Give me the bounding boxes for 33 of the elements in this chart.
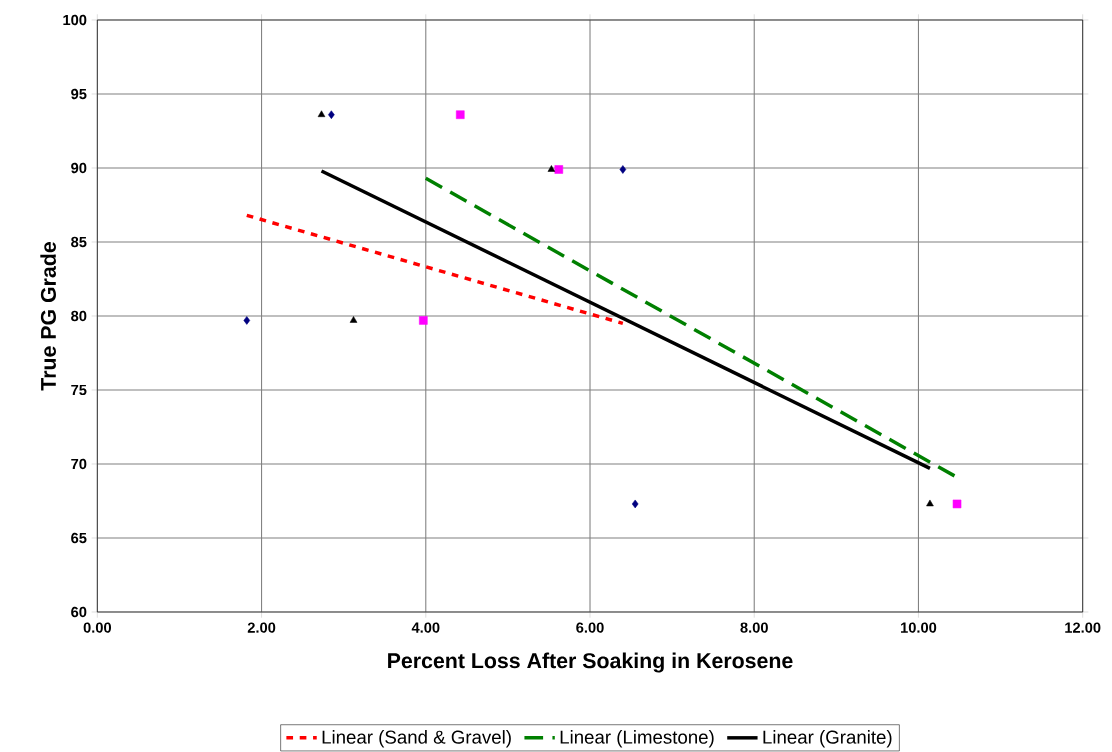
y-tick-label: 85 (71, 236, 87, 248)
legend-label: Linear (Limestone) (560, 730, 714, 748)
y-tick-label: 90 (71, 162, 87, 174)
y-tick-label: 80 (71, 310, 87, 322)
x-tick-label: 4.00 (411, 622, 440, 633)
y-tick-label: 65 (71, 532, 87, 544)
y-tick-label: 60 (71, 606, 87, 618)
x-tick-label: 6.00 (576, 622, 604, 633)
point (349, 316, 358, 323)
x-tick-label: 12.00 (1065, 622, 1101, 633)
point (952, 499, 962, 509)
legend-label: Linear (Granite) (763, 730, 892, 748)
point (554, 165, 564, 174)
x-axis-title: Percent Loss After Soaking in Kerosene (388, 652, 793, 673)
y-tick-label: 95 (71, 88, 87, 100)
point (619, 165, 627, 174)
point (631, 499, 639, 509)
point (456, 110, 465, 119)
point (243, 316, 251, 325)
y-axis-title: True PG Grade (40, 242, 56, 391)
y-tick-label: 70 (71, 458, 87, 470)
point (317, 110, 326, 117)
point (328, 110, 335, 119)
legend-label: Linear (Sand & Gravel) (322, 730, 511, 748)
x-tick-label: 10.00 (901, 622, 937, 633)
x-tick-label: 2.00 (247, 622, 276, 633)
y-tick-label: 75 (71, 384, 87, 396)
point (547, 165, 556, 172)
x-tick-label: 0.00 (83, 622, 112, 633)
point (926, 499, 934, 507)
y-tick-label: 100 (63, 14, 87, 26)
x-tick-label: 8.00 (740, 622, 768, 633)
point (419, 316, 428, 325)
